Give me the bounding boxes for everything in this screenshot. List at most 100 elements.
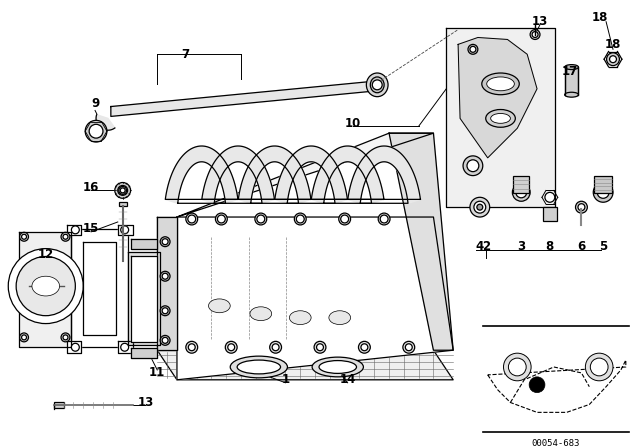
Circle shape <box>160 306 170 316</box>
Polygon shape <box>238 146 311 203</box>
Polygon shape <box>118 225 132 235</box>
Ellipse shape <box>366 73 388 97</box>
Text: 11: 11 <box>149 366 165 379</box>
Circle shape <box>61 233 70 241</box>
Circle shape <box>186 341 198 353</box>
Text: 6: 6 <box>577 240 586 253</box>
Polygon shape <box>446 28 555 207</box>
Circle shape <box>463 156 483 176</box>
Circle shape <box>160 271 170 281</box>
Ellipse shape <box>319 361 356 373</box>
Ellipse shape <box>564 65 579 69</box>
Circle shape <box>590 358 608 376</box>
Text: 15: 15 <box>83 222 99 235</box>
Circle shape <box>186 213 198 225</box>
Circle shape <box>607 53 620 65</box>
Polygon shape <box>202 146 275 203</box>
Circle shape <box>296 215 304 223</box>
Text: 10: 10 <box>344 117 361 130</box>
Circle shape <box>255 213 267 225</box>
Circle shape <box>586 353 613 381</box>
Circle shape <box>188 344 195 351</box>
Circle shape <box>474 201 486 213</box>
Polygon shape <box>177 133 433 217</box>
Polygon shape <box>67 225 81 235</box>
Polygon shape <box>389 133 453 350</box>
Circle shape <box>358 341 371 353</box>
Polygon shape <box>131 239 157 249</box>
Circle shape <box>504 353 531 381</box>
Text: 18: 18 <box>605 38 621 51</box>
Ellipse shape <box>250 307 271 321</box>
Ellipse shape <box>487 77 515 91</box>
Circle shape <box>20 233 29 241</box>
Circle shape <box>272 344 279 351</box>
Circle shape <box>314 341 326 353</box>
Text: 13: 13 <box>137 396 154 409</box>
Circle shape <box>72 226 79 234</box>
Circle shape <box>405 344 412 351</box>
Polygon shape <box>157 217 177 350</box>
Polygon shape <box>177 217 453 380</box>
Text: 12: 12 <box>38 248 54 261</box>
Text: 1: 1 <box>282 373 289 386</box>
Circle shape <box>380 215 388 223</box>
Circle shape <box>216 213 227 225</box>
Circle shape <box>162 239 168 245</box>
Circle shape <box>532 31 538 38</box>
Circle shape <box>477 204 483 210</box>
Circle shape <box>530 30 540 39</box>
Circle shape <box>269 341 282 353</box>
Circle shape <box>225 341 237 353</box>
Polygon shape <box>131 257 157 342</box>
Text: 16: 16 <box>83 181 99 194</box>
Circle shape <box>516 187 527 198</box>
Circle shape <box>593 182 613 202</box>
Polygon shape <box>458 38 537 158</box>
Ellipse shape <box>289 311 311 324</box>
Circle shape <box>294 213 306 225</box>
Bar <box>119 202 127 206</box>
Circle shape <box>89 124 103 138</box>
Circle shape <box>160 336 170 345</box>
Polygon shape <box>165 146 238 203</box>
Circle shape <box>257 215 265 223</box>
Circle shape <box>317 344 323 351</box>
Circle shape <box>468 44 478 54</box>
Circle shape <box>63 234 68 239</box>
Ellipse shape <box>329 311 351 324</box>
Circle shape <box>121 343 129 351</box>
Circle shape <box>218 215 225 223</box>
Circle shape <box>575 201 588 213</box>
Circle shape <box>188 215 196 223</box>
Circle shape <box>470 197 490 217</box>
Circle shape <box>22 335 26 340</box>
Circle shape <box>118 185 127 195</box>
Circle shape <box>513 184 530 201</box>
Circle shape <box>467 160 479 172</box>
Circle shape <box>470 46 476 52</box>
Circle shape <box>403 341 415 353</box>
Text: 4: 4 <box>476 240 484 253</box>
Bar <box>54 402 63 409</box>
Ellipse shape <box>564 92 579 97</box>
Polygon shape <box>157 217 177 350</box>
Circle shape <box>339 213 351 225</box>
Text: 3: 3 <box>517 240 525 253</box>
Bar <box>513 176 529 194</box>
Ellipse shape <box>312 357 364 377</box>
Ellipse shape <box>237 360 280 374</box>
Polygon shape <box>111 81 377 116</box>
Text: 18: 18 <box>592 11 609 24</box>
Ellipse shape <box>491 113 510 123</box>
Text: 7: 7 <box>180 48 189 61</box>
Polygon shape <box>157 350 453 380</box>
Circle shape <box>85 121 107 142</box>
Polygon shape <box>127 252 160 345</box>
Circle shape <box>162 308 168 314</box>
Text: 9: 9 <box>91 97 99 110</box>
Ellipse shape <box>209 299 230 313</box>
Polygon shape <box>348 146 420 203</box>
Circle shape <box>340 215 349 223</box>
Polygon shape <box>96 115 115 130</box>
